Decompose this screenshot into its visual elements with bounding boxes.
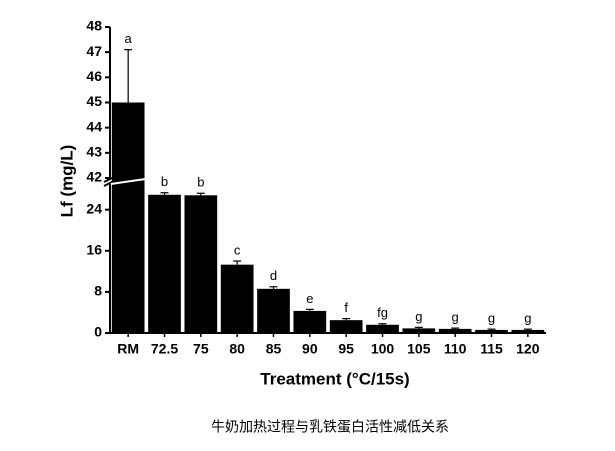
bar	[329, 320, 363, 333]
letter-label: c	[234, 243, 241, 258]
bar	[184, 195, 218, 333]
letter-label: fg	[377, 305, 388, 320]
bar	[366, 324, 399, 333]
y-tick-label: 42	[86, 169, 102, 185]
x-tick-label: 120	[516, 341, 540, 357]
x-tick-label: 110	[444, 341, 467, 357]
letter-label: b	[197, 175, 204, 190]
x-tick-label: 95	[338, 341, 354, 357]
bar	[220, 264, 254, 333]
caption: 牛奶加热过程与乳铁蛋白活性减低关系	[211, 419, 449, 435]
x-tick-label: 115	[480, 341, 503, 357]
letter-label: a	[125, 31, 133, 46]
bar	[257, 288, 290, 333]
bar	[475, 329, 508, 333]
x-tick-label: 100	[371, 341, 395, 357]
y-tick-label: 0	[94, 324, 102, 340]
y-tick-label: 45	[86, 93, 102, 109]
x-tick-label: RM	[117, 341, 139, 357]
bar-break	[110, 178, 146, 185]
x-tick-label: 85	[266, 341, 282, 357]
y-tick-label: 46	[86, 68, 102, 84]
letter-label: g	[415, 309, 422, 324]
bar	[148, 194, 181, 333]
x-tick-label: 72.5	[151, 341, 178, 357]
y-tick-label: 43	[86, 144, 102, 160]
letter-label: d	[270, 268, 277, 283]
letter-label: b	[161, 174, 168, 189]
letter-label: g	[524, 311, 531, 326]
letter-label: e	[306, 291, 313, 306]
y-tick-label: 16	[86, 241, 102, 257]
x-tick-label: 90	[302, 341, 318, 357]
bar	[111, 102, 145, 333]
y-tick-label: 8	[94, 283, 102, 299]
x-tick-label: 80	[229, 341, 245, 357]
letter-label: g	[452, 310, 459, 325]
x-tick-label: 75	[193, 341, 209, 357]
letter-label: f	[344, 300, 348, 315]
y-tick-label: 24	[86, 200, 102, 216]
y-axis-label: Lf (mg/L)	[57, 145, 76, 218]
letter-label: g	[488, 311, 495, 326]
bar	[438, 328, 472, 333]
x-axis-label: Treatment (°C/15s)	[260, 369, 409, 388]
bar	[402, 328, 436, 333]
y-tick-label: 44	[86, 118, 102, 134]
x-tick-label: 105	[407, 341, 431, 357]
bar	[293, 310, 327, 333]
y-tick-label: 48	[86, 18, 102, 34]
bar	[511, 329, 545, 333]
y-tick-label: 47	[86, 43, 102, 59]
